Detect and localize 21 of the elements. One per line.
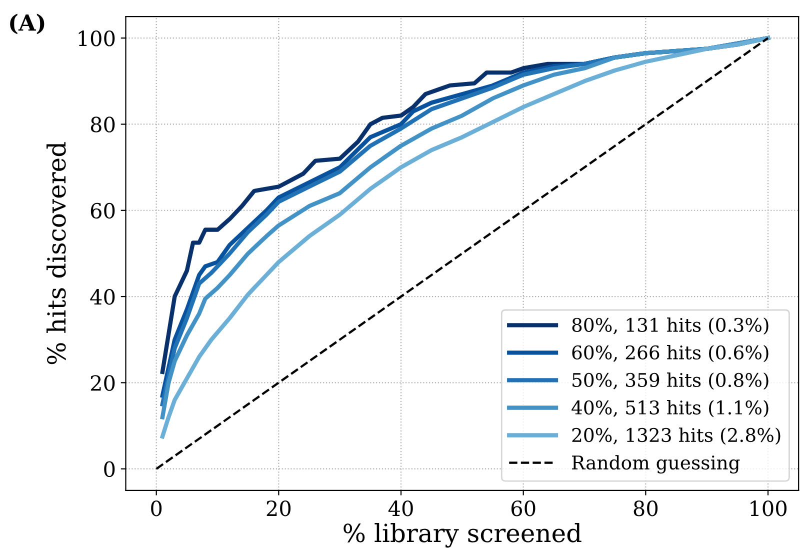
legend-label: 50%, 359 hits (0.8%): [572, 372, 768, 390]
chart-title: (A): [10, 14, 44, 34]
x-tick-label: 60: [511, 500, 536, 516]
y-axis-title: % hits discovered: [46, 142, 66, 364]
legend-label: 60%, 266 hits (0.6%): [572, 345, 768, 362]
x-tick-label: 0: [151, 500, 162, 516]
x-tick-label: 20: [266, 500, 291, 516]
y-tick-label: 0: [104, 461, 115, 478]
legend-label: Random guessing: [572, 455, 740, 474]
x-tick-label: 100: [750, 500, 787, 516]
legend-label: 40%, 513 hits (1.1%): [572, 400, 768, 418]
y-tick-label: 20: [90, 375, 115, 391]
x-tick-label: 80: [634, 500, 658, 516]
y-tick-label: 100: [78, 30, 115, 46]
y-tick-label: 80: [90, 116, 115, 132]
legend-label: 80%, 131 hits (0.3%): [572, 317, 768, 335]
y-tick-label: 40: [90, 288, 115, 305]
x-axis-title: % library screened: [344, 523, 582, 548]
legend-label: 20%, 1323 hits (2.8%): [572, 428, 780, 445]
y-tick-label: 60: [90, 202, 115, 219]
x-tick-label: 40: [388, 500, 413, 516]
